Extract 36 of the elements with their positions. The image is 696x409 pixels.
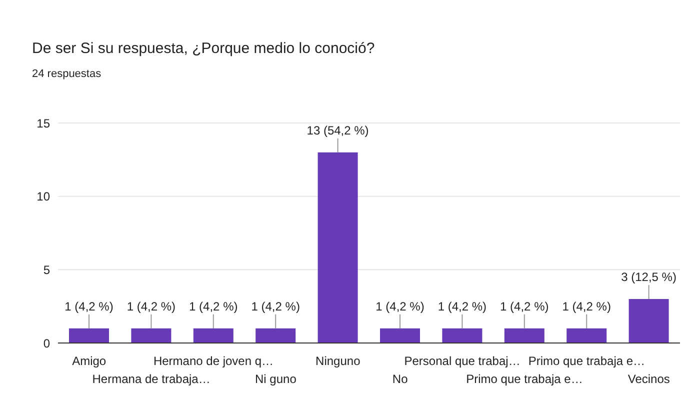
y-tick-label: 0	[43, 336, 50, 350]
y-tick-label: 15	[36, 116, 50, 130]
chart-title: De ser Si su respuesta, ¿Porque medio lo conoció?	[32, 40, 375, 57]
x-tick-label: Ninguno	[316, 354, 361, 368]
x-tick-label: Vecinos	[628, 372, 670, 386]
data-label: 1 (4,2 %)	[126, 299, 176, 314]
x-tick-label: Primo que trabaja e…	[466, 372, 583, 386]
bar	[193, 328, 234, 343]
data-label: 1 (4,2 %)	[189, 299, 238, 314]
data-label: 3 (12,5 %)	[621, 270, 676, 284]
data-label: 1 (4,2 %)	[64, 299, 114, 314]
bar	[380, 328, 420, 343]
data-label: 1 (4,2 %)	[438, 299, 487, 314]
x-tick-label: Personal que trabaj…	[404, 354, 520, 368]
data-label: 1 (4,2 %)	[251, 299, 300, 314]
bar	[256, 328, 296, 343]
bar	[131, 328, 172, 343]
bar	[318, 152, 358, 343]
chart-subtitle: 24 respuestas	[32, 68, 102, 80]
x-tick-label: No	[392, 372, 408, 386]
y-tick-label: 10	[36, 190, 50, 204]
x-tick-label: Hermano de joven q…	[153, 354, 274, 368]
x-tick-label: Hermana de trabaja…	[92, 372, 210, 386]
x-tick-label: Amigo	[72, 354, 106, 368]
y-tick-label: 5	[43, 262, 50, 277]
data-label: 13 (54,2 %)	[306, 123, 369, 138]
bar	[504, 328, 544, 343]
x-tick-label: Ni guno	[255, 372, 297, 386]
data-label: 1 (4,2 %)	[500, 299, 549, 314]
bar	[442, 328, 482, 343]
data-label: 1 (4,2 %)	[562, 299, 611, 314]
data-label: 1 (4,2 %)	[376, 299, 424, 314]
bar	[628, 299, 669, 343]
bar	[69, 328, 109, 343]
x-tick-label: Primo que trabaja e…	[528, 354, 646, 368]
bar	[566, 328, 607, 343]
